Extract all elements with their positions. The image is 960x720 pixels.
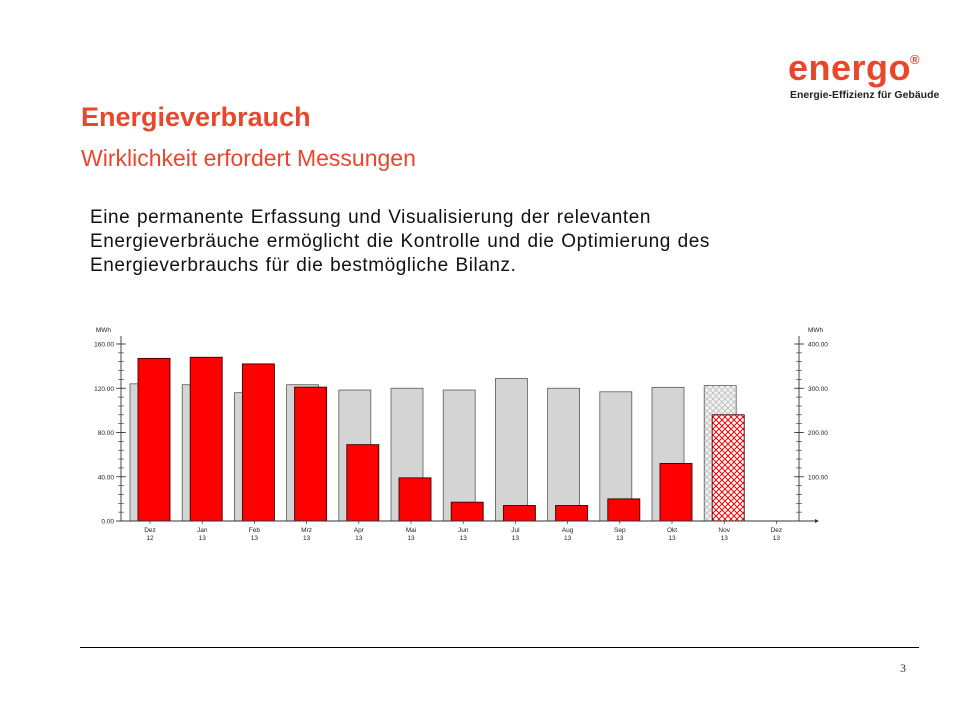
red-bar (294, 386, 328, 522)
x-tick-label: Dez (144, 527, 156, 534)
red-bar (502, 505, 536, 522)
x-tick-label: 13 (303, 535, 311, 542)
x-tick-label: 13 (564, 535, 572, 542)
gray-bar (494, 378, 528, 522)
page-number: 3 (900, 661, 906, 675)
energy-bar-chart: Dez12Jan13Feb13Mrz13Apr13Mai13Jun13Jul13… (94, 327, 828, 542)
x-tick-label: Apr (354, 527, 365, 534)
left-tick-label: 80.00 (98, 430, 115, 437)
x-tick-label: 12 (146, 535, 154, 542)
x-tick-label: Mrz (301, 527, 312, 534)
red-bar (241, 363, 275, 522)
x-tick-label: 13 (721, 535, 729, 542)
gray-bar (442, 389, 476, 522)
chart-labels: Dez12Jan13Feb13Mrz13Apr13Mai13Jun13Jul13… (94, 327, 828, 542)
red-bar (346, 444, 380, 522)
footer-divider (80, 647, 919, 648)
x-tick-label: 13 (199, 535, 207, 542)
logo-tagline: Energie-Effizienz für Gebäude (790, 89, 940, 101)
red-bar (137, 357, 171, 522)
x-tick-label: Mai (406, 527, 416, 534)
slide-body-text: Eine permanente Erfassung und Visualisie… (90, 207, 710, 276)
series-red-bars (137, 356, 745, 522)
x-tick-label: Okt (667, 527, 677, 534)
x-tick-label: Nov (718, 527, 730, 534)
right-axis-unit: MWh (808, 327, 824, 334)
x-tick-label: Jan (197, 527, 208, 534)
x-tick-label: 13 (773, 535, 781, 542)
red-bar (398, 477, 432, 522)
slide-subtitle: Wirklichkeit erfordert Messungen (81, 145, 416, 171)
x-tick-label: Jul (511, 527, 520, 534)
slide-title: Energieverbrauch (81, 102, 311, 132)
x-tick-label: Sep (614, 527, 626, 534)
logo-wordmark: energo (788, 47, 912, 88)
red-bar (659, 463, 693, 522)
left-tick-label: 120.00 (94, 386, 114, 393)
red-bar (555, 505, 589, 522)
right-tick-label: 300.00 (808, 386, 828, 393)
x-tick-label: Feb (249, 527, 261, 534)
x-tick-label: 13 (460, 535, 468, 542)
red-bar (711, 414, 745, 522)
gray-bar (547, 387, 581, 522)
red-bar (450, 501, 484, 522)
x-tick-label: 13 (251, 535, 259, 542)
right-tick-label: 100.00 (808, 474, 828, 481)
x-tick-label: Jun (458, 527, 469, 534)
right-tick-label: 200.00 (808, 430, 828, 437)
x-tick-label: 13 (355, 535, 363, 542)
left-axis-unit: MWh (96, 327, 112, 334)
right-tick-label: 400.00 (808, 342, 828, 349)
red-bar (189, 356, 223, 522)
left-tick-label: 40.00 (98, 474, 115, 481)
red-bar (607, 498, 641, 522)
chart-axes (116, 336, 819, 524)
left-tick-label: 160.00 (94, 342, 114, 349)
x-tick-label: 13 (668, 535, 676, 542)
left-tick-label: 0.00 (101, 519, 114, 526)
x-tick-label: 13 (616, 535, 624, 542)
logo-registered-mark: ® (910, 52, 920, 67)
x-tick-label: Dez (771, 527, 783, 534)
x-tick-label: Aug (562, 527, 574, 534)
x-axis-arrow (815, 519, 819, 523)
energo-logo: energo ® Energie-Effizienz für Gebäude (788, 47, 940, 106)
x-tick-label: 13 (512, 535, 520, 542)
x-tick-label: 13 (407, 535, 415, 542)
